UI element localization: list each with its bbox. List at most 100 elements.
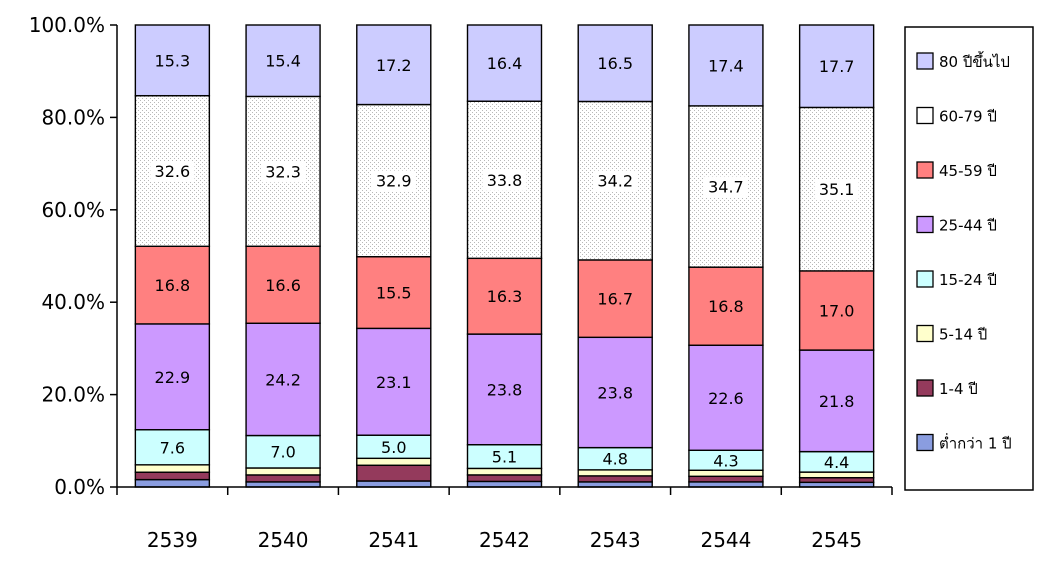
data-label-bg: [593, 170, 638, 192]
legend: 80 ปีขึ้นไป 60-79 ปี 45-59 ปี 25-44 ปี 15-24…: [904, 26, 1034, 491]
data-label: 16.6: [265, 276, 301, 295]
data-label: 15.5: [376, 284, 412, 303]
bar-segment: [356, 464, 432, 482]
data-label: 15.4: [265, 52, 301, 71]
bars-group: 7.6 22.9 16.8 32.6 15.3 7.0 24.2 16.6 32.3 15.4 5.…: [134, 24, 875, 488]
legend-box: [904, 26, 1034, 491]
bar-segment: [245, 474, 321, 483]
legend-label: 60-79 ปี: [939, 108, 997, 126]
bar-segment: [356, 480, 432, 488]
x-tick-label: 2543: [590, 528, 641, 552]
data-label: 4.3: [713, 451, 738, 470]
data-label-bg: [371, 170, 416, 192]
bar-segment: [245, 245, 321, 324]
data-label: 21.8: [819, 392, 855, 411]
bar-segment: [356, 255, 432, 330]
data-label: 16.4: [487, 54, 523, 73]
data-label: 22.9: [155, 368, 191, 387]
data-label: 7.0: [270, 443, 295, 462]
data-label: 23.8: [597, 383, 633, 402]
bar-segment: [466, 480, 543, 488]
data-label: 16.5: [597, 54, 633, 73]
x-tick-label: 2539: [147, 528, 198, 552]
legend-label: 80 ปีขึ้นไป: [939, 51, 1010, 71]
bar-segment: [245, 322, 321, 437]
bar-segment: [577, 259, 653, 339]
data-label: 7.6: [160, 438, 185, 457]
legend-label: 45-59 ปี: [939, 162, 997, 180]
data-label: 32.3: [265, 162, 301, 181]
data-label: 16.8: [155, 276, 191, 295]
bar-segment: [577, 481, 653, 488]
bar-segment: [245, 481, 321, 488]
bar-segment: [577, 469, 653, 477]
data-label: 4.8: [602, 450, 627, 469]
bar-segment: [466, 257, 543, 335]
bar-segment: [134, 478, 211, 488]
bar-segment: [798, 349, 875, 453]
legend-swatch: [916, 106, 934, 125]
data-label: 22.6: [708, 389, 744, 408]
y-tick-label: 20.0%: [41, 383, 105, 407]
bar-segment: [356, 457, 432, 466]
y-tick-label: 0.0%: [54, 475, 105, 499]
legend-swatch: [916, 52, 934, 70]
legend-swatch: [916, 324, 934, 343]
data-label: 17.7: [819, 57, 855, 76]
data-label: 23.1: [376, 373, 412, 392]
data-label-bg: [703, 176, 748, 198]
bar-segment: [245, 467, 321, 476]
data-label: 33.8: [487, 171, 523, 190]
bar-segment: [134, 429, 211, 466]
bar-segment: [356, 327, 432, 436]
data-label: 34.2: [597, 172, 633, 191]
data-label: 17.4: [708, 56, 744, 75]
data-label: 23.8: [487, 380, 523, 399]
legend-swatch: [916, 270, 934, 288]
bar-segment: [134, 24, 211, 97]
bar-segment: [245, 24, 321, 98]
bar-segment: [466, 24, 543, 102]
data-label: 35.1: [819, 180, 855, 199]
data-label: 34.7: [708, 178, 744, 197]
bar-segment: [577, 24, 653, 103]
legend-label: 25-44 ปี: [939, 217, 997, 235]
legend-label: 5-14 ปี: [939, 326, 987, 344]
axes-group: 0.0% 20.0% 40.0% 60.0% 80.0% 100.0% 2539 2540 25…: [29, 13, 893, 552]
bar-segment: [466, 474, 543, 483]
data-label: 17.2: [376, 56, 412, 75]
x-tick-label: 2542: [479, 528, 530, 552]
bar-segment: [688, 469, 764, 478]
legend-swatch: [916, 161, 934, 179]
bar-segment: [577, 336, 653, 449]
data-label-bg: [814, 179, 859, 201]
x-tick-label: 2541: [368, 528, 419, 552]
legend-label: 15-24 ปี: [939, 271, 997, 289]
x-tick-label: 2545: [811, 528, 862, 552]
x-tick-label: 2544: [700, 528, 751, 552]
bar-segment: [134, 323, 211, 431]
legend-label: ต่ำกว่า 1 ปี: [939, 433, 1012, 453]
legend-swatch: [916, 379, 934, 397]
x-tick-label: 2540: [258, 528, 309, 552]
y-tick-label: 100.0%: [29, 13, 105, 37]
data-label: 4.4: [824, 453, 849, 472]
bar-segment: [688, 24, 764, 107]
bar-segment: [798, 471, 875, 479]
bar-segment: [688, 266, 764, 346]
data-label: 16.7: [597, 290, 633, 309]
bar-segment: [466, 467, 543, 476]
bar-segment: [688, 481, 764, 488]
data-label: 24.2: [265, 370, 301, 389]
data-label-bg: [261, 161, 306, 183]
y-tick-label: 60.0%: [41, 198, 105, 222]
data-label: 16.8: [708, 297, 744, 316]
data-label: 32.6: [155, 162, 191, 181]
data-label: 5.0: [381, 438, 406, 457]
bar-segment: [798, 270, 875, 351]
bar-segment: [577, 475, 653, 483]
data-label: 32.9: [376, 172, 412, 191]
y-tick-label: 80.0%: [41, 105, 105, 129]
bar-segment: [245, 434, 321, 469]
